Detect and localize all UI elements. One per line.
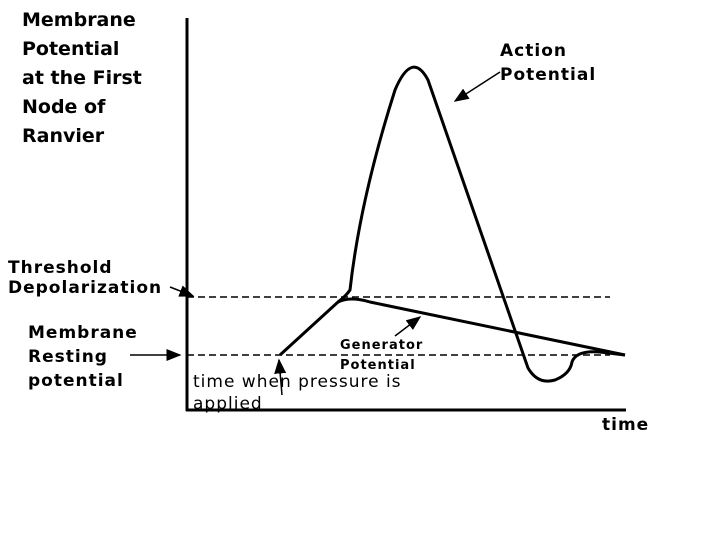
resting-label: Resting (28, 347, 108, 367)
x-axis-label: time (602, 415, 649, 435)
resting-label: potential (28, 371, 124, 391)
y-axis-label: Membrane Potential at the First Node of … (22, 9, 142, 147)
arrow (394, 316, 422, 337)
threshold-label: Threshold (8, 258, 113, 278)
label-line: Node of (22, 96, 106, 118)
generator-curve (337, 297, 626, 357)
stimulus-label: time when pressure is (193, 372, 402, 392)
arrow (274, 358, 287, 396)
threshold-label: Depolarization (8, 278, 162, 298)
generator-label: Generator (340, 338, 423, 353)
action-potential-curve (278, 65, 626, 383)
label-line: Membrane (22, 9, 136, 31)
arrow (453, 71, 501, 102)
label-line: Ranvier (22, 125, 105, 147)
action-label: Action (500, 41, 567, 61)
action-label: Potential (500, 65, 596, 85)
label-line: Potential (22, 38, 119, 60)
resting-label: Membrane (28, 323, 138, 343)
label-line: at the First (22, 67, 142, 89)
stimulus-label: applied (193, 394, 263, 414)
arrow (169, 285, 195, 297)
generator-label: Potential (340, 358, 416, 373)
